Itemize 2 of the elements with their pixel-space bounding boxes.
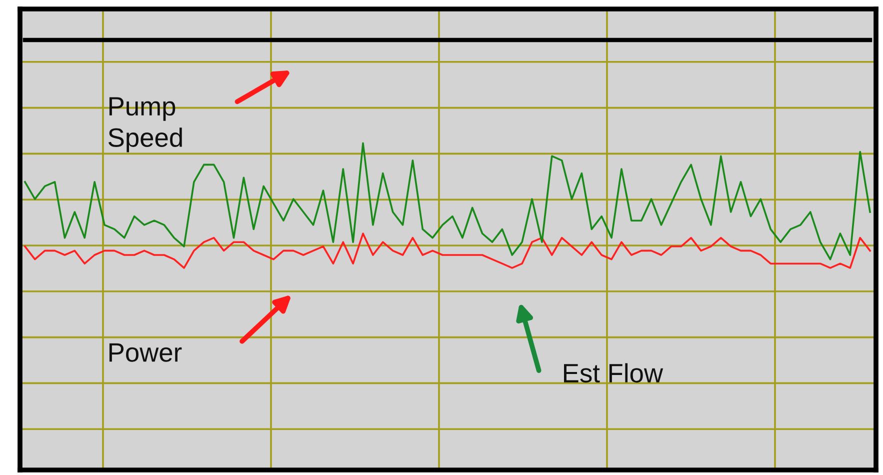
annotation: Power	[109, 343, 182, 362]
annotation: Est Flow	[564, 363, 664, 383]
